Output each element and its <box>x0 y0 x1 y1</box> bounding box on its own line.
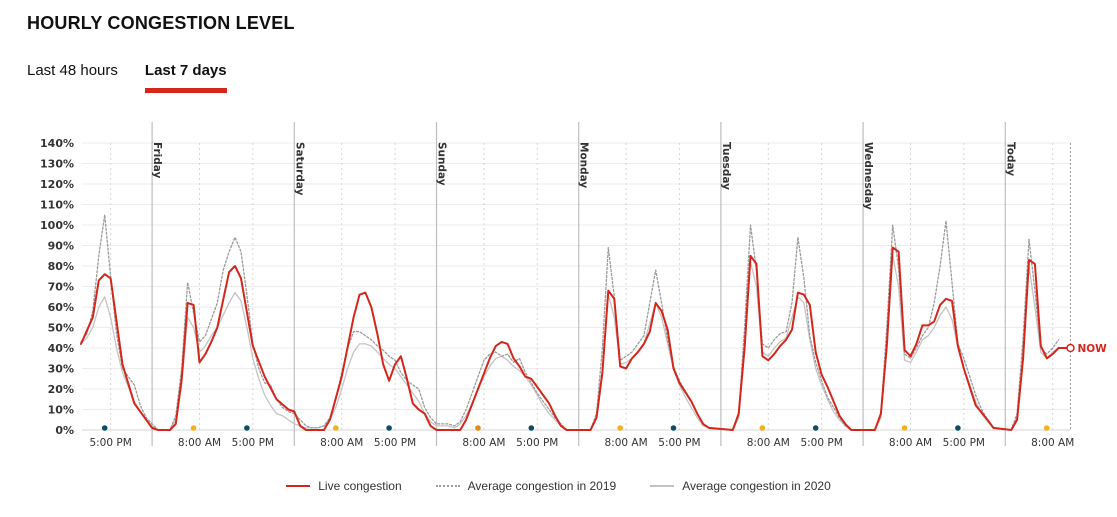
x-tick-label: 8:00 AM <box>178 437 221 449</box>
x-tick-label: 5:00 PM <box>89 437 131 449</box>
legend-label-2019: Average congestion in 2019 <box>468 479 617 493</box>
day-label: Tuesday <box>720 142 732 190</box>
legend-item-2019[interactable]: Average congestion in 2019 <box>436 479 617 493</box>
y-tick-label: 20% <box>48 383 74 396</box>
time-marker-dot <box>529 425 535 431</box>
day-label: Sunday <box>436 142 448 186</box>
x-tick-label: 5:00 PM <box>232 437 274 449</box>
time-marker-dot <box>955 425 961 431</box>
series-line-avg2019 <box>81 215 1059 430</box>
legend-item-2020[interactable]: Average congestion in 2020 <box>650 479 831 493</box>
y-tick-label: 0% <box>55 424 74 437</box>
time-marker-dot <box>813 425 819 431</box>
legend-swatch-2019 <box>436 485 460 487</box>
y-tick-label: 60% <box>48 301 74 314</box>
y-tick-label: 50% <box>48 322 74 335</box>
now-label: NOW <box>1077 343 1107 355</box>
time-marker-dot <box>244 425 250 431</box>
day-label: Monday <box>578 142 590 188</box>
day-label: Saturday <box>293 142 305 196</box>
y-tick-label: 10% <box>48 404 74 417</box>
time-marker-dot <box>333 425 339 431</box>
legend-label-2020: Average congestion in 2020 <box>682 479 831 493</box>
x-tick-label: 5:00 PM <box>516 437 558 449</box>
x-tick-label: 8:00 AM <box>462 437 505 449</box>
x-tick-label: 5:00 PM <box>658 437 700 449</box>
legend-swatch-live <box>286 485 310 487</box>
time-marker-dot <box>760 425 766 431</box>
time-marker-dot <box>902 425 908 431</box>
x-tick-label: 8:00 AM <box>320 437 363 449</box>
time-marker-dot <box>1044 425 1050 431</box>
x-tick-label: 5:00 PM <box>943 437 985 449</box>
time-marker-dot <box>671 425 677 431</box>
congestion-chart: 0% 10% 20% 30% 40% 50% 60% 70% 80% 90% 100% 110% 120… <box>0 0 1117 470</box>
time-marker-dot <box>617 425 623 431</box>
day-label: Wednesday <box>862 142 874 210</box>
time-marker-dot <box>102 425 108 431</box>
y-tick-label: 120% <box>40 178 74 191</box>
y-tick-label: 80% <box>48 260 74 273</box>
y-tick-label: 90% <box>48 240 74 253</box>
y-tick-label: 140% <box>40 137 74 150</box>
time-marker-dot <box>386 425 392 431</box>
y-tick-label: 130% <box>40 158 74 171</box>
legend-label-live: Live congestion <box>318 479 401 493</box>
x-tick-label: 8:00 AM <box>889 437 932 449</box>
x-tick-label: 8:00 AM <box>747 437 790 449</box>
legend-item-live[interactable]: Live congestion <box>286 479 401 493</box>
series-line-live <box>81 248 1059 430</box>
time-marker-dot <box>475 425 481 431</box>
y-tick-label: 40% <box>48 342 74 355</box>
day-label: Today <box>1004 142 1016 176</box>
y-tick-label: 110% <box>40 199 74 212</box>
y-tick-label: 30% <box>48 363 74 376</box>
x-tick-label: 5:00 PM <box>374 437 416 449</box>
y-tick-label: 70% <box>48 281 74 294</box>
day-label: Friday <box>151 142 163 179</box>
now-marker <box>1067 345 1074 352</box>
x-tick-label: 8:00 AM <box>605 437 648 449</box>
legend-swatch-2020 <box>650 485 674 487</box>
y-tick-label: 100% <box>40 219 74 232</box>
x-tick-label: 8:00 AM <box>1031 437 1074 449</box>
chart-legend: Live congestion Average congestion in 20… <box>0 479 1117 493</box>
x-tick-label: 5:00 PM <box>800 437 842 449</box>
time-marker-dot <box>191 425 197 431</box>
